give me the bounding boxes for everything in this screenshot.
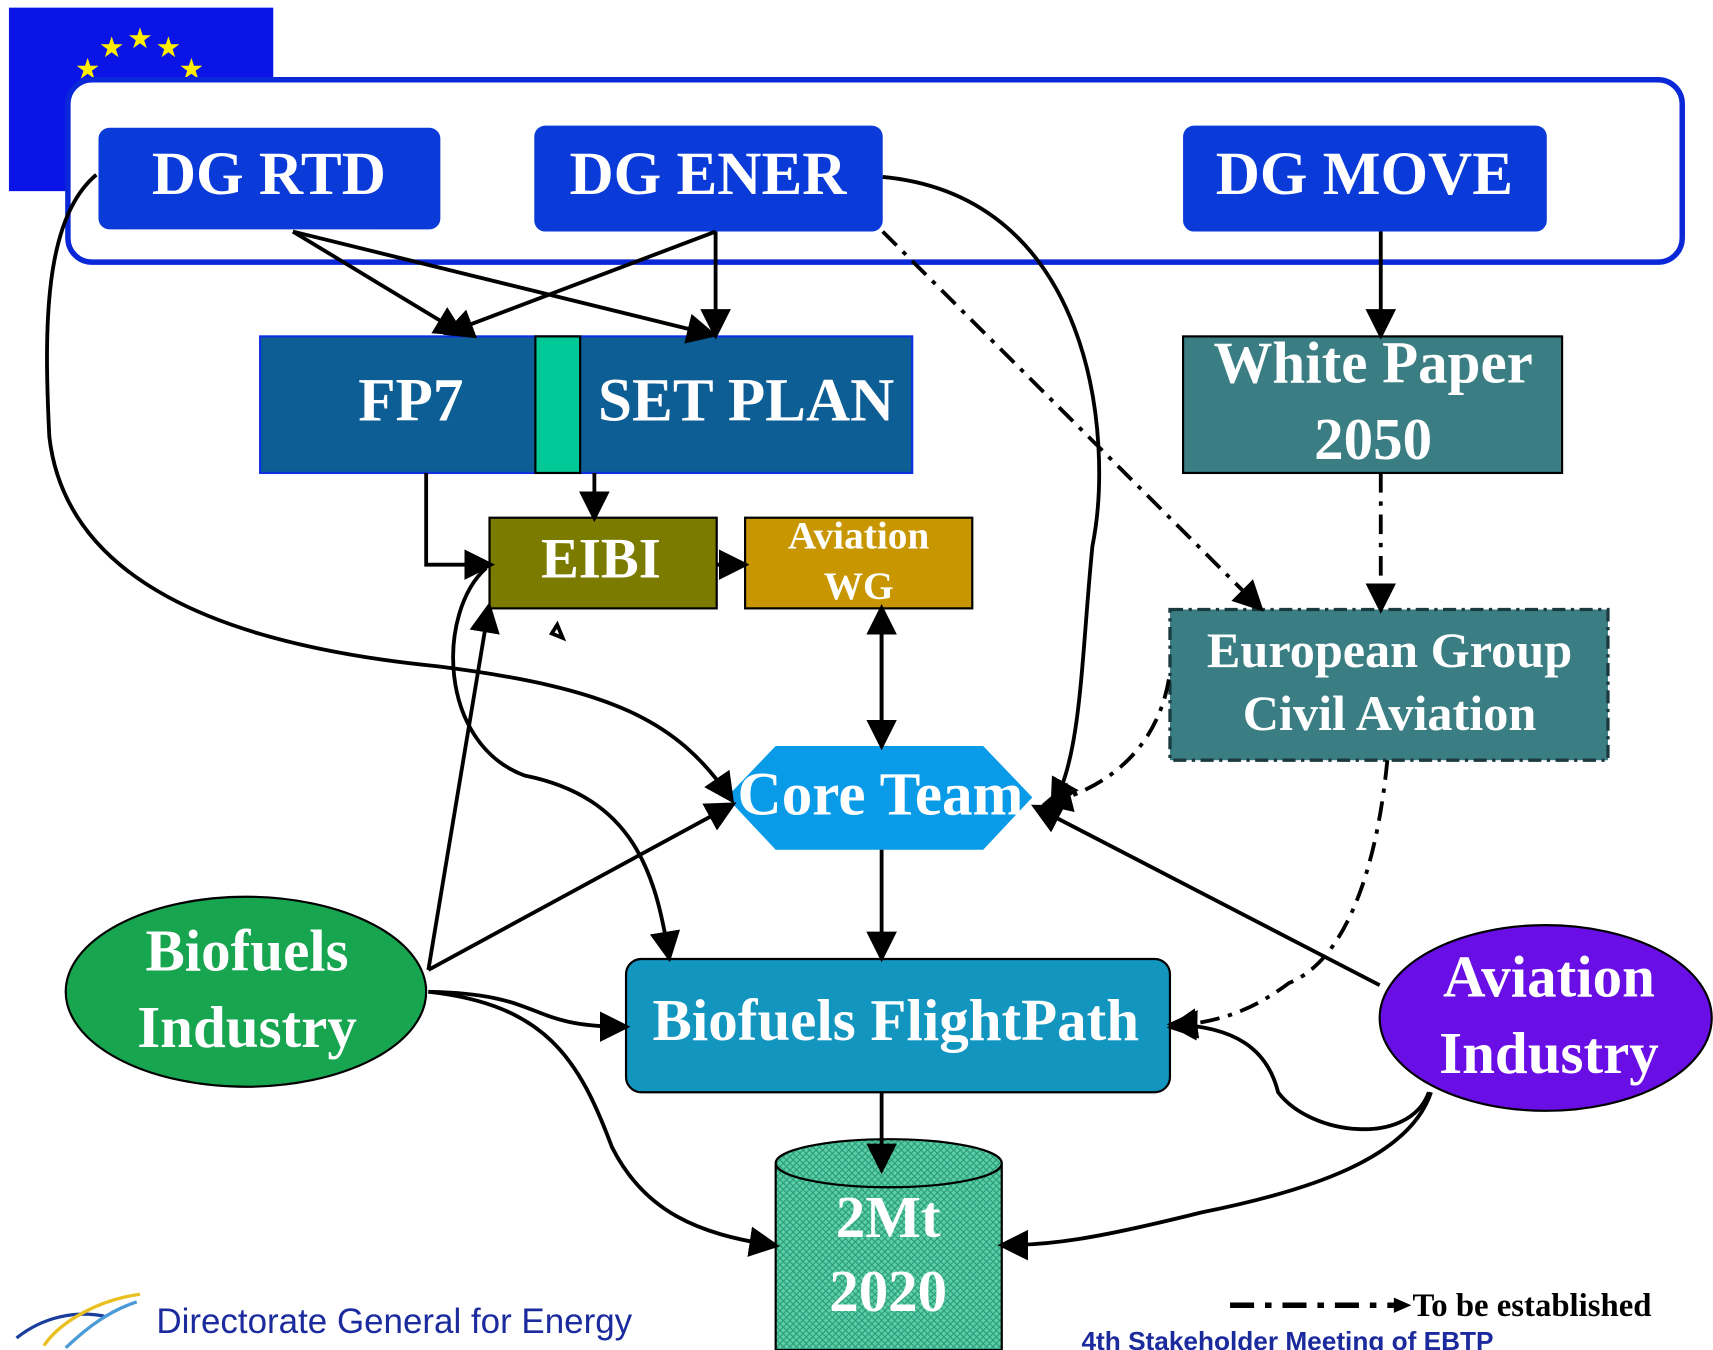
legend-label: To be established [1412,1288,1651,1324]
node-box [774,1138,1003,1350]
set-plan-label: SET PLAN [598,366,894,434]
node-box [1168,607,1610,762]
node-box [98,127,441,230]
target-label: 2Mt [836,1184,941,1250]
aviation-industry-label: Industry [1439,1020,1659,1086]
dg-move-label: DG MOVE [1216,140,1513,208]
white-paper-label: 2050 [1314,406,1432,472]
node-box [726,745,1033,850]
aviation-wg-label: WG [824,564,894,608]
eibi-label: EIBI [541,528,661,591]
legend-arrow [1393,1297,1412,1313]
dg-rtd-label: DG RTD [152,140,386,208]
node-box [534,125,883,232]
white-paper-label: White Paper [1213,330,1532,396]
core-team-label: Core Team [738,761,1024,829]
aviation-wg-label: Aviation [788,514,929,558]
node-box [1181,335,1564,475]
node-box [1183,125,1547,232]
target-label: 2020 [829,1258,947,1324]
node-box [743,516,974,610]
logo [15,1292,141,1350]
biofuels-industry-label: Biofuels [145,917,348,983]
flag-stars: ★★ ★ ★★ [75,24,204,86]
footer-left: Directorate General for Energy [156,1302,632,1341]
svg-text:★: ★ [156,33,181,64]
european-group-label: Civil Aviation [1243,685,1537,741]
separator [534,335,582,475]
fp7-label: FP7 [358,366,463,434]
european-group-label: European Group [1207,622,1572,678]
biofuels-flightpath-label: Biofuels FlightPath [653,987,1140,1053]
svg-text:★: ★ [127,24,152,55]
dg-ener-label: DG ENER [569,140,847,208]
node-box [64,895,428,1088]
node-box [259,335,914,475]
edges [45,173,1433,1261]
biofuels-industry-label: Industry [137,994,357,1060]
svg-text:★: ★ [99,33,124,64]
node-box [1378,924,1713,1112]
aviation-industry-label: Aviation [1443,944,1655,1010]
footer-right: 4th Stakeholder Meeting of EBTP [1082,1326,1494,1350]
